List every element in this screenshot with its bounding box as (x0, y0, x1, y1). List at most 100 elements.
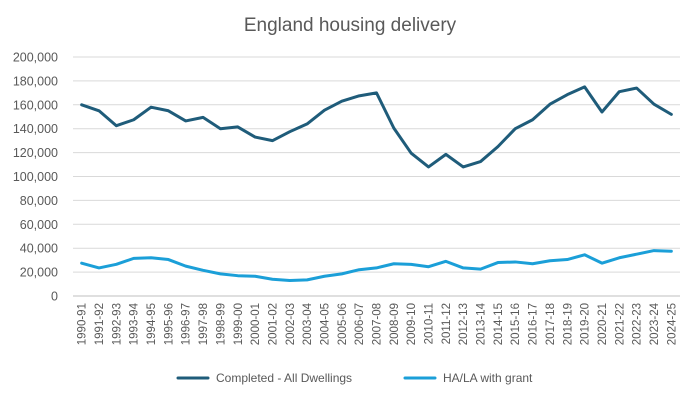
data-point (652, 249, 656, 252)
x-tick-label: 2004-05 (319, 303, 331, 345)
x-tick-label: 1995-96 (163, 303, 175, 345)
data-point (167, 109, 170, 112)
x-tick-label: 1990-91 (77, 303, 89, 345)
data-point (271, 278, 274, 281)
x-tick-label: 2024-25 (666, 303, 678, 345)
data-point (409, 263, 413, 266)
x-tick-label: 2008-09 (389, 303, 401, 345)
x-tick-label: 2002-03 (285, 303, 297, 345)
data-point (531, 262, 534, 265)
x-tick-label: 1994-95 (146, 303, 158, 345)
data-point (618, 90, 621, 93)
y-tick-label: 20,000 (20, 266, 58, 280)
x-tick-label: 2005-06 (337, 303, 349, 345)
data-point (184, 119, 187, 123)
data-point (462, 266, 465, 270)
data-point (115, 124, 118, 127)
x-tick-label: 2021-22 (614, 303, 626, 345)
data-point (444, 153, 448, 156)
y-tick-label: 40,000 (20, 242, 58, 256)
data-point (253, 275, 257, 278)
data-point (514, 260, 517, 264)
data-point (271, 139, 274, 142)
data-point (201, 269, 205, 272)
x-tick-label: 2016-17 (528, 303, 540, 345)
data-point (635, 86, 638, 90)
y-tick-label: 200,000 (13, 51, 58, 65)
data-point (583, 85, 586, 89)
data-point (357, 268, 361, 271)
legend-label-completed: Completed - All Dwellings (216, 371, 352, 385)
data-point (670, 113, 673, 116)
x-tick-label: 2015-16 (510, 303, 522, 345)
x-tick-label: 1993-94 (129, 302, 141, 345)
data-point (97, 266, 101, 270)
x-tick-label: 1996-97 (181, 303, 193, 345)
data-point (566, 93, 569, 96)
x-tick-label: 2020-21 (597, 303, 609, 345)
y-tick-label: 60,000 (20, 218, 58, 232)
data-point (132, 257, 135, 260)
data-point (392, 262, 396, 265)
y-tick-label: 0 (51, 290, 58, 304)
y-tick-label: 120,000 (13, 146, 58, 160)
data-point (427, 165, 430, 169)
y-tick-label: 160,000 (13, 98, 58, 112)
legend-item-ha-la: HA/LA with grant (403, 371, 533, 385)
data-point (496, 261, 500, 264)
data-point (496, 145, 500, 148)
data-point (288, 130, 291, 133)
x-tick-label: 1998-99 (215, 303, 227, 345)
series-line-ha-la (80, 249, 673, 282)
data-point (80, 261, 83, 265)
y-tick-label: 140,000 (13, 122, 58, 136)
data-point (600, 261, 604, 265)
data-point (340, 272, 344, 276)
data-point (427, 265, 430, 268)
data-point (409, 151, 413, 155)
series-line-completed (80, 85, 673, 169)
data-point (201, 116, 205, 119)
data-point (566, 258, 569, 261)
data-point (444, 260, 448, 263)
data-point (479, 160, 482, 163)
x-tick-label: 2003-04 (302, 302, 314, 345)
data-point (219, 272, 222, 276)
data-point (149, 256, 153, 259)
data-point (462, 165, 465, 169)
data-point (219, 127, 222, 130)
data-point (375, 266, 378, 270)
data-point (618, 256, 621, 259)
data-point (670, 249, 673, 253)
data-point (167, 258, 170, 261)
x-tick-label: 1992-93 (111, 303, 123, 345)
data-point (323, 275, 326, 278)
x-tick-label: 2010-11 (424, 303, 436, 344)
x-tick-label: 2012-13 (458, 303, 470, 345)
chart-title: England housing delivery (244, 15, 457, 36)
data-point (531, 118, 534, 121)
data-point (288, 279, 291, 282)
data-point (375, 91, 378, 95)
x-axis-ticks: 1990-91 1991-92 1992-93 1993-94 1994-95 1995-… (77, 302, 679, 345)
data-point (132, 118, 135, 121)
x-tick-label: 2001-02 (267, 303, 279, 345)
gridlines (73, 56, 680, 273)
data-point (305, 122, 309, 126)
x-tick-label: 1999-00 (233, 303, 245, 345)
data-point (236, 125, 239, 129)
y-tick-label: 180,000 (13, 74, 58, 88)
series-lines (80, 85, 673, 282)
x-tick-label: 2007-08 (372, 303, 384, 345)
x-tick-label: 2023-24 (649, 302, 661, 345)
y-tick-label: 80,000 (20, 194, 58, 208)
x-tick-label: 2011-12 (441, 303, 453, 344)
y-tick-label: 100,000 (13, 170, 58, 184)
legend: Completed - All Dwellings HA/LA with gra… (176, 371, 533, 385)
data-point (80, 103, 83, 107)
y-axis-ticks: 0 20,000 40,000 60,000 80,000 100,000 120,000 1… (13, 51, 58, 304)
x-tick-label: 2022-23 (632, 303, 644, 345)
x-tick-label: 2006-07 (354, 303, 366, 345)
data-point (392, 126, 396, 130)
